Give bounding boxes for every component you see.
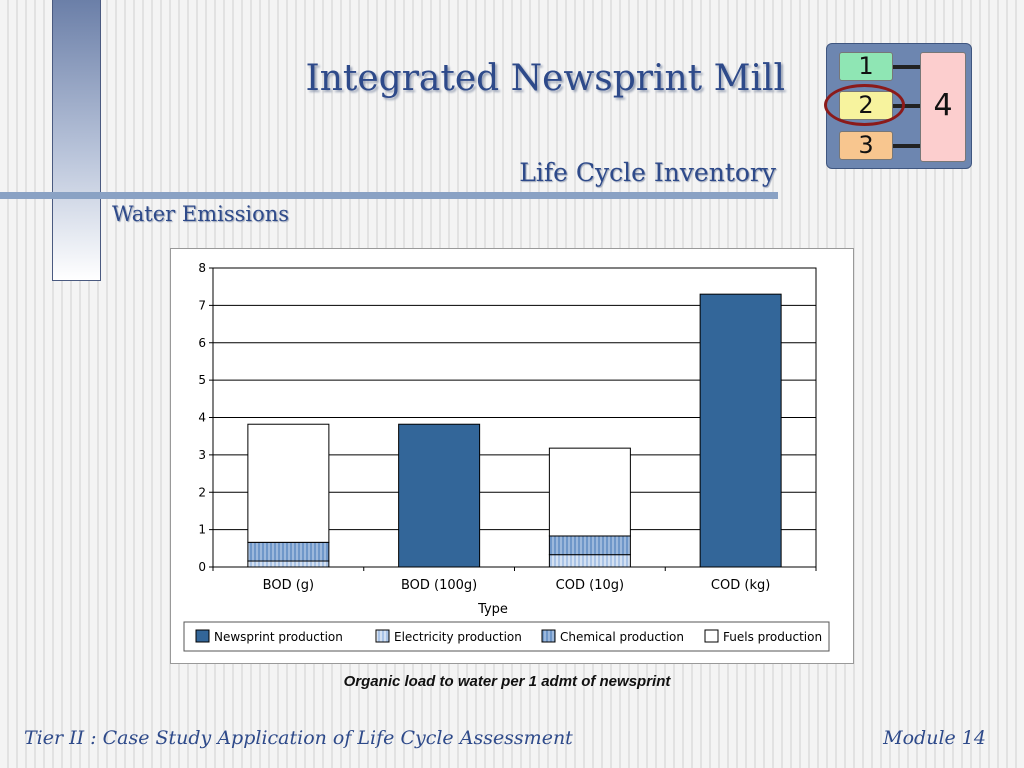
chart-caption: Organic load to water per 1 admt of news… xyxy=(343,673,671,690)
section-heading: Water Emissions xyxy=(112,202,290,226)
legend-swatch xyxy=(375,629,390,643)
footer-course-title: Tier II : Case Study Application of Life… xyxy=(24,727,573,749)
x-tick-label: COD (10g) xyxy=(556,578,624,593)
bar-segment xyxy=(398,423,481,568)
slide-subtitle: Life Cycle Inventory xyxy=(519,158,776,187)
chart-frame: 0 1 2 3 4 5 6 7 8 BOD (g) BOD (100g) COD (10g) COD (… xyxy=(170,248,854,664)
bar-segment xyxy=(247,560,330,568)
slide-title: Integrated Newsprint Mill xyxy=(305,58,785,99)
legend: Newsprint production Electricity producti… xyxy=(183,621,830,652)
y-tick-label: 6 xyxy=(198,336,206,350)
y-tick-label: 1 xyxy=(198,523,206,537)
legend-swatch xyxy=(541,629,556,643)
y-tick-label: 2 xyxy=(198,485,206,499)
bars xyxy=(247,293,782,568)
y-tick-label: 0 xyxy=(198,560,206,574)
bar-segment xyxy=(548,535,631,556)
connector-2-4 xyxy=(893,104,920,108)
title-rule xyxy=(0,192,778,199)
y-tick-label: 4 xyxy=(198,411,206,425)
axes: 0 1 2 3 4 5 6 7 8 BOD (g) BOD (100g) COD (10g) COD (… xyxy=(198,261,817,593)
legend-label: Chemical production xyxy=(560,630,684,644)
x-tick-label: BOD (g) xyxy=(263,578,314,593)
footer-module: Module 14 xyxy=(883,727,986,749)
bar-segment xyxy=(699,293,782,568)
module-diagram: 1 2 3 4 xyxy=(824,43,972,169)
legend-swatch xyxy=(195,629,210,643)
connector-1-4 xyxy=(893,65,920,69)
y-tick-label: 5 xyxy=(198,373,206,387)
legend-label: Electricity production xyxy=(394,630,522,644)
y-tick-label: 3 xyxy=(198,448,206,462)
diagram-box-3: 3 xyxy=(839,131,893,160)
diagram-box-4: 4 xyxy=(920,52,966,162)
x-tick-label: BOD (100g) xyxy=(401,578,477,593)
bar-segment xyxy=(247,423,330,543)
diagram-box-1: 1 xyxy=(839,52,893,81)
x-axis-label: Type xyxy=(477,602,508,617)
legend-swatch xyxy=(704,629,719,643)
legend-label: Newsprint production xyxy=(214,630,343,644)
y-tick-label: 8 xyxy=(198,261,206,275)
bar-segment xyxy=(548,554,631,568)
left-accent-bar xyxy=(52,0,101,281)
bar-chart: 0 1 2 3 4 5 6 7 8 BOD (g) BOD (100g) COD (10g) COD (… xyxy=(183,261,830,652)
x-tick-label: COD (kg) xyxy=(711,578,770,593)
highlight-ellipse xyxy=(824,84,905,126)
bar-segment xyxy=(247,541,330,562)
connector-3-4 xyxy=(893,144,920,148)
bar-segment xyxy=(548,447,631,537)
legend-label: Fuels production xyxy=(723,630,822,644)
legend-box xyxy=(183,621,830,652)
y-tick-label: 7 xyxy=(198,298,206,312)
